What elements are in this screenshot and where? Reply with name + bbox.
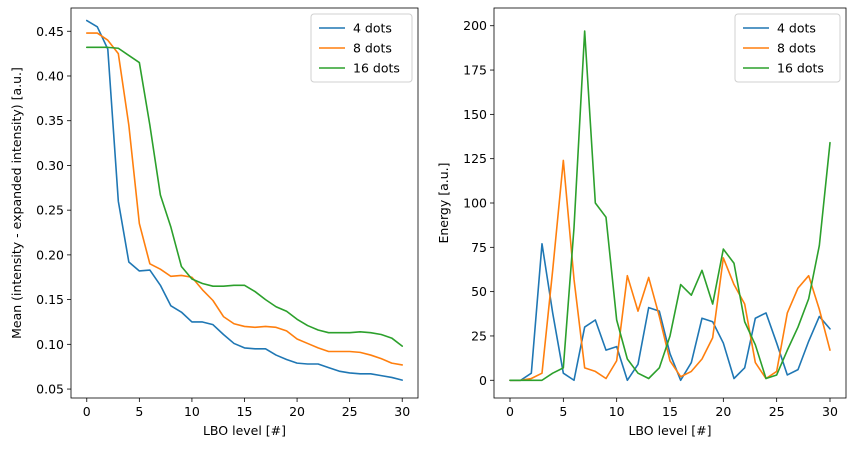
chart-left-legend-label-2: 8 dots	[353, 41, 392, 56]
chart-left-series-line-2	[85, 32, 404, 366]
chart-right-ytick-label: 125	[463, 151, 487, 166]
chart-right: 0 5 10 15 20 25 30 0 25 50 75 100 125 150 175 200 LBO l…	[436, 7, 847, 438]
chart-left-ytick-label: 0.15	[36, 292, 64, 307]
chart-left-xtick-label: 25	[342, 404, 358, 419]
chart-right-xlabel: LBO level [#]	[628, 423, 711, 438]
chart-right-legend-box	[734, 13, 841, 83]
chart-right-ytick-label: 150	[463, 107, 487, 122]
chart-right-xtick-label: 15	[662, 404, 678, 419]
chart-right-ytick-label: 175	[463, 63, 487, 78]
chart-left-legend-label-3: 16 dots	[353, 61, 400, 76]
chart-right-legend-label-3: 16 dots	[777, 61, 824, 76]
chart-left-ticks: 0 5 10 15 20 25 30 0.05 0.10 0.15 0.20 0.25 0.30 0.35…	[36, 24, 410, 419]
chart-left-xtick-label: 5	[135, 404, 143, 419]
chart-left-ytick-label: 0.30	[36, 158, 64, 173]
chart-right-plot	[509, 30, 831, 382]
chart-right-ticks: 0 5 10 15 20 25 30 0 25 50 75 100 125 150 175 200	[463, 18, 838, 419]
chart-right-series-line-1	[509, 242, 831, 382]
chart-right-legend-label-2: 8 dots	[777, 41, 816, 56]
chart-left-ytick-label: 0.05	[36, 382, 64, 397]
chart-left-xtick-label: 20	[289, 404, 305, 419]
chart-right-legend: 4 dots 8 dots 16 dots	[734, 13, 841, 83]
chart-left-xtick-label: 0	[83, 404, 91, 419]
chart-right-ytick-label: 50	[471, 284, 487, 299]
chart-left-plot	[85, 19, 404, 381]
chart-left-ytick-label: 0.10	[36, 337, 64, 352]
chart-right-xtick-label: 10	[609, 404, 625, 419]
chart-left-legend-label-1: 4 dots	[353, 21, 392, 36]
chart-left-legend: 4 dots 8 dots 16 dots	[310, 13, 413, 83]
chart-left-ytick-label: 0.35	[36, 113, 64, 128]
chart-left-legend-box	[310, 13, 413, 83]
chart-right-ytick-label: 200	[463, 18, 487, 33]
chart-right-xtick-label: 20	[715, 404, 731, 419]
chart-right-ytick-label: 0	[479, 373, 487, 388]
chart-right-ytick-label: 75	[471, 240, 487, 255]
chart-left-xtick-label: 10	[184, 404, 200, 419]
chart-right-xtick-label: 5	[559, 404, 567, 419]
chart-left-ylabel: Mean (intensity - expanded intensity) [a…	[9, 67, 24, 339]
chart-left-xlabel: LBO level [#]	[203, 423, 286, 438]
chart-right-series-line-3	[509, 30, 831, 382]
chart-right-xtick-label: 30	[822, 404, 838, 419]
chart-left-xtick-label: 15	[237, 404, 253, 419]
chart-left-ytick-label: 0.20	[36, 247, 64, 262]
chart-right-legend-label-1: 4 dots	[777, 21, 816, 36]
chart-right-xtick-label: 0	[506, 404, 514, 419]
chart-left-xtick-label: 30	[394, 404, 410, 419]
chart-right-xtick-label: 25	[769, 404, 785, 419]
chart-left-series-line-3	[85, 46, 404, 347]
chart-left: 0 5 10 15 20 25 30 0.05 0.10 0.15 0.20 0.25 0.30 0.35…	[9, 7, 419, 438]
chart-left-series-line-1	[85, 19, 404, 381]
chart-right-series-line-2	[509, 159, 831, 382]
chart-right-ytick-label: 100	[463, 196, 487, 211]
chart-left-ytick-label: 0.40	[36, 68, 64, 83]
chart-right-ylabel: Energy [a.u.]	[436, 162, 451, 243]
chart-left-ytick-label: 0.45	[36, 24, 64, 39]
chart-left-ytick-label: 0.25	[36, 203, 64, 218]
chart-right-ytick-label: 25	[471, 328, 487, 343]
